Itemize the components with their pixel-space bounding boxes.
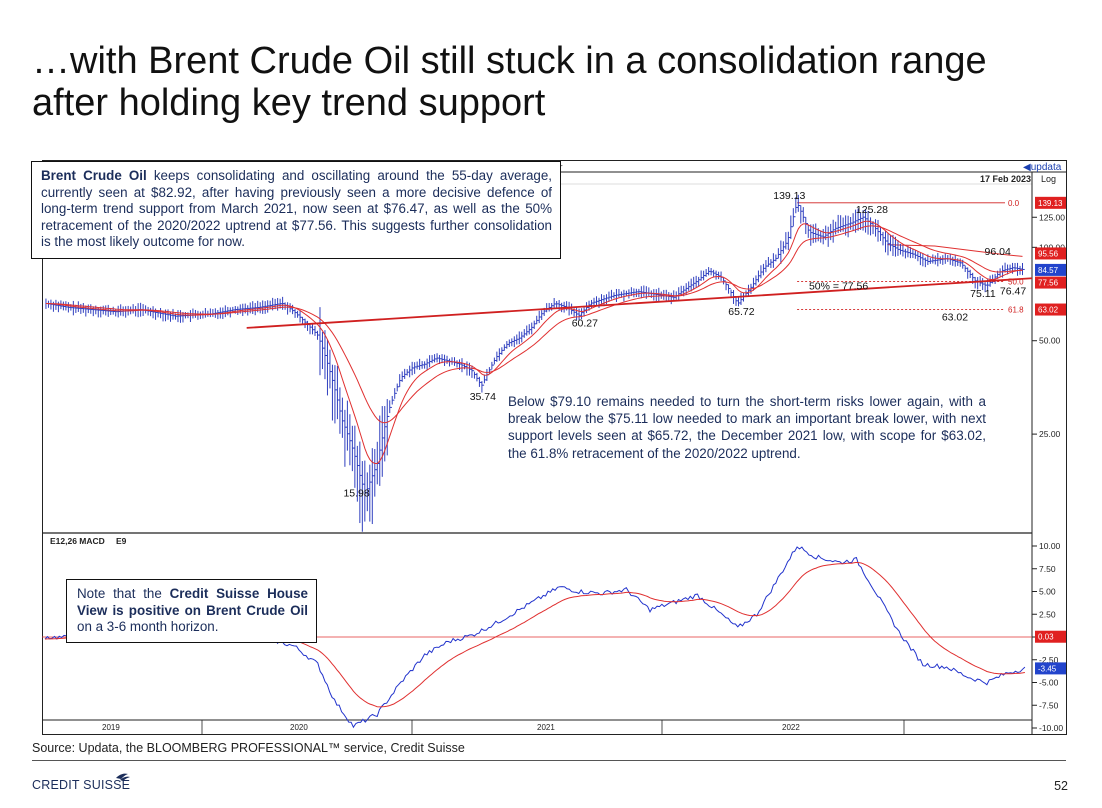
retracement-level-label: 50.0 [1008, 278, 1024, 287]
macd-axis-tick-label: 2.50 [1039, 609, 1056, 619]
retracement-level-label: 0.0 [1008, 199, 1020, 208]
price-badge-high-bg [1035, 196, 1066, 209]
time-axis-year-label: 2020 [290, 723, 308, 732]
time-axis-year-label: 2019 [102, 723, 120, 732]
macd-badge-signal-bg [1035, 630, 1066, 643]
price-annotation: 139.13 [773, 190, 805, 202]
price-annotation: 50% = 77.56 [809, 281, 868, 293]
price-axis-tick-label: 100.00 [1039, 242, 1065, 252]
price-axis-tick-label: 50.00 [1039, 336, 1061, 346]
page-title: …with Brent Crude Oil still stuck in a c… [32, 40, 987, 124]
macd-axis-tick-label: -10.00 [1039, 723, 1063, 733]
macd-axis-tick-label: -2.50 [1039, 655, 1059, 665]
house-view-post: on a 3-6 month horizon. [77, 619, 219, 634]
footer-divider [32, 760, 1066, 761]
price-annotation: 96.04 [985, 246, 1011, 258]
price-axis-tick-label: 25.00 [1039, 429, 1061, 439]
price-annotation: 63.02 [942, 312, 968, 324]
credit-suisse-logo: CREDIT SUISSE [32, 769, 142, 793]
macd-badge-value: -3.45 [1038, 664, 1057, 673]
svg-text:CREDIT SUISSE: CREDIT SUISSE [32, 778, 130, 792]
price-annotation: 60.27 [572, 318, 598, 330]
macd-axis-tick-label: 7.50 [1039, 564, 1056, 574]
chart-date: 17 Feb 2023 [980, 174, 1031, 184]
trend-support-line [246, 277, 1033, 329]
price-badge-sixty-one-bg [1035, 303, 1066, 316]
price-annotation: 65.72 [728, 306, 754, 318]
house-view-box: Note that the Credit Suisse House View i… [66, 579, 317, 643]
price-annotation: 15.98 [343, 487, 369, 499]
macd-label: E12,26 MACD [50, 536, 105, 546]
analysis-text: keeps consolidating and oscillating arou… [41, 168, 553, 249]
price-badge-ma-bg [1035, 247, 1066, 260]
time-axis-year-label: 2021 [537, 723, 555, 732]
macd-badge-signal: 0.03 [1038, 633, 1054, 642]
price-badge-fifty: 77.56 [1038, 279, 1059, 288]
price-badge-last-bg [1035, 263, 1066, 276]
price-badge-last: 84.57 [1038, 266, 1059, 275]
macd-axis-tick-label: -7.50 [1039, 700, 1059, 710]
price-annotation: 76.47 [1000, 285, 1026, 297]
macd-axis-tick-label: -5.00 [1039, 678, 1059, 688]
analysis-lead: Brent Crude Oil [41, 168, 147, 183]
resistance-line [887, 244, 1023, 257]
commentary-text: Below $79.10 remains needed to turn the … [508, 394, 986, 461]
macd-badge-value-bg [1035, 662, 1066, 675]
long-moving-average-line [45, 225, 1023, 424]
price-badge-sixty-one: 63.02 [1038, 306, 1059, 315]
macd-axis-tick-label: 10.00 [1039, 541, 1061, 551]
price-annotation: 75.11 [970, 288, 996, 300]
house-view-pre: Note that the [77, 586, 170, 601]
credit-suisse-logo-mark: CREDIT SUISSE [32, 773, 130, 792]
source-note: Source: Updata, the BLOOMBERG PROFESSION… [32, 741, 465, 755]
updata-brand-logo: ◀updata [1023, 162, 1062, 173]
page-number: 52 [1054, 779, 1068, 793]
retracement-level-label: 61.8 [1008, 306, 1024, 315]
scale-label: Log [1041, 174, 1056, 184]
macd-signal-label: E9 [116, 536, 127, 546]
house-view-bold: Credit Suisse House View is positive on … [77, 586, 308, 618]
price-badge-high: 139.13 [1038, 199, 1063, 208]
price-annotation: 35.74 [470, 391, 496, 403]
time-axis-year-label: 2022 [782, 723, 800, 732]
price-annotation: 125.28 [856, 204, 888, 216]
price-badge-ma: 95.56 [1038, 249, 1059, 258]
price-badge-fifty-bg [1035, 276, 1066, 289]
macd-axis-tick-label: 5.00 [1039, 587, 1056, 597]
price-axis-tick-label: 125.00 [1039, 212, 1065, 222]
analysis-box: Brent Crude Oil keeps consolidating and … [31, 161, 561, 259]
